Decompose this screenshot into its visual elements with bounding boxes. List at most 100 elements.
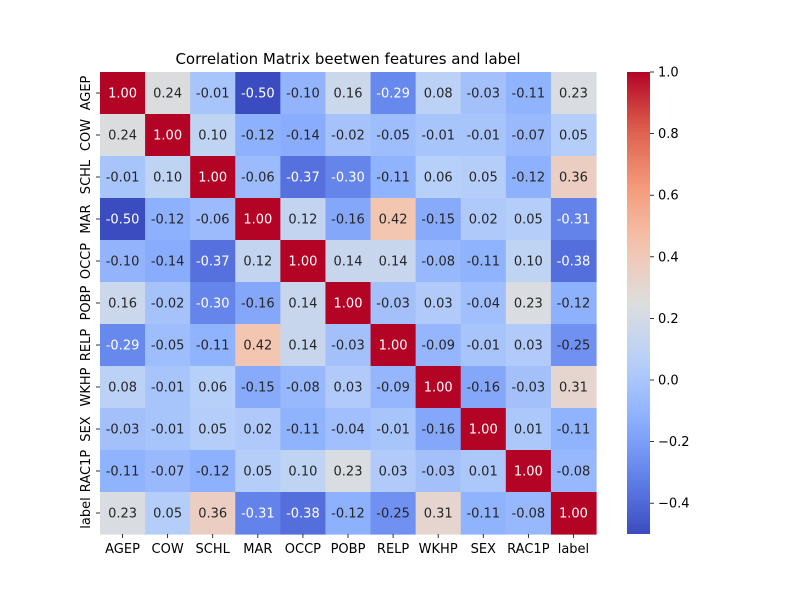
cell-value-label: 0.23 <box>108 507 137 522</box>
cell-value-label: -0.11 <box>286 423 320 438</box>
heatmap-cell <box>550 114 597 157</box>
heatmap-cell <box>190 324 236 367</box>
heatmap-cell <box>235 408 281 451</box>
heatmap-cell <box>550 324 597 367</box>
heatmap-cell <box>325 240 372 283</box>
cell-value-label: 1.00 <box>559 507 588 522</box>
chart-title: Correlation Matrix beetwen features and … <box>175 50 520 68</box>
heatmap-cell <box>370 324 417 367</box>
heatmap-cell <box>460 198 507 241</box>
heatmap-cell <box>235 72 281 115</box>
heatmap-cell <box>505 366 552 409</box>
x-tick-label: RELP <box>377 542 409 557</box>
cell-value-label: -0.25 <box>376 507 410 522</box>
heatmap-cell <box>280 408 327 451</box>
colorbar-tick-label: 0.2 <box>658 312 679 327</box>
heatmap-cell <box>100 156 146 199</box>
cell-value-label: -0.11 <box>196 339 230 354</box>
heatmap-cell <box>505 72 552 115</box>
heatmap-cell <box>190 72 236 115</box>
x-tick-label: COW <box>152 542 184 557</box>
heatmap-cell <box>370 366 417 409</box>
cell-value-label: -0.38 <box>557 255 591 270</box>
heatmap-cell <box>100 114 146 157</box>
heatmap-cell <box>190 240 236 283</box>
cell-value-label: 0.06 <box>198 381 227 396</box>
heatmap-cell <box>280 366 327 409</box>
heatmap-cell <box>100 282 146 325</box>
cell-value-label: -0.01 <box>466 339 500 354</box>
y-tick-label: RELP <box>79 329 94 361</box>
cell-value-label: -0.29 <box>376 87 410 102</box>
heatmap-cell <box>280 198 327 241</box>
cell-value-label: 1.00 <box>334 297 363 312</box>
y-axis-ticks: AGEP COW SCHL MAR OCCP POBP RELP WKHP SEX RAC1P la… <box>79 75 100 529</box>
heatmap-cell <box>550 156 597 199</box>
cell-value-label: 0.02 <box>243 423 272 438</box>
x-tick-label: AGEP <box>105 542 140 557</box>
cell-value-label: -0.16 <box>241 297 275 312</box>
heatmap-cell <box>460 156 507 199</box>
cell-value-label: 0.03 <box>334 381 363 396</box>
heatmap-cell <box>550 72 597 115</box>
heatmap-cell <box>370 492 417 535</box>
cell-value-label: -0.03 <box>376 297 410 312</box>
heatmap-cell <box>235 324 281 367</box>
cell-value-label: -0.31 <box>241 507 275 522</box>
cell-value-label: -0.01 <box>151 381 185 396</box>
cell-value-label: -0.30 <box>331 171 365 186</box>
cell-value-label: 0.01 <box>514 423 543 438</box>
cell-value-label: -0.03 <box>466 87 500 102</box>
heatmap-cell <box>100 492 146 535</box>
colorbar-gradient <box>627 72 650 534</box>
heatmap-cell <box>550 240 597 283</box>
cell-value-label: 0.02 <box>469 213 498 228</box>
cell-value-label: 0.03 <box>424 297 453 312</box>
cell-value-label: -0.07 <box>512 129 546 144</box>
heatmap-cell <box>415 450 462 493</box>
heatmap-cell <box>325 492 372 535</box>
x-tick-label: SEX <box>471 542 496 557</box>
cell-value-label: -0.05 <box>376 129 410 144</box>
heatmap-cell <box>145 282 191 325</box>
cell-value-label: -0.03 <box>106 423 140 438</box>
cell-value-label: 0.42 <box>243 339 272 354</box>
heatmap-cell <box>550 282 597 325</box>
cell-value-label: 0.05 <box>198 423 227 438</box>
cell-value-label: -0.11 <box>512 87 546 102</box>
cell-value-label: -0.07 <box>151 465 185 480</box>
heatmap-cell <box>235 492 281 535</box>
cell-value-label: -0.01 <box>106 171 140 186</box>
cell-value-label: -0.09 <box>376 381 410 396</box>
heatmap-cell <box>370 198 417 241</box>
cell-value-label: 0.05 <box>514 213 543 228</box>
cell-value-label: -0.16 <box>466 381 500 396</box>
heatmap-cell <box>550 198 597 241</box>
heatmap-cell <box>460 324 507 367</box>
cell-value-label: -0.08 <box>286 381 320 396</box>
cell-value-label: -0.09 <box>421 339 455 354</box>
cell-value-label: 0.08 <box>108 381 137 396</box>
cell-value-label: -0.12 <box>557 297 591 312</box>
cell-value-label: 0.14 <box>334 255 363 270</box>
cell-value-label: -0.50 <box>241 87 275 102</box>
heatmap-cell <box>325 198 372 241</box>
heatmap-cell <box>235 450 281 493</box>
colorbar: −0.4 −0.2 0.0 0.2 0.4 0.6 0.8 1.0 <box>627 66 690 534</box>
cell-value-label: 0.31 <box>559 381 588 396</box>
heatmap-cell <box>190 156 236 199</box>
heatmap-cell <box>145 72 191 115</box>
y-tick-label: label <box>79 497 94 528</box>
cell-value-label: -0.05 <box>151 339 185 354</box>
cell-value-label: -0.01 <box>421 129 455 144</box>
cell-value-label: -0.12 <box>331 507 365 522</box>
heatmap-cell <box>505 198 552 241</box>
heatmap-cell <box>370 156 417 199</box>
cell-value-label: -0.06 <box>196 213 230 228</box>
cell-value-label: -0.14 <box>151 255 185 270</box>
heatmap-cell <box>100 366 146 409</box>
cell-value-label: 0.08 <box>424 87 453 102</box>
cell-value-label: -0.12 <box>151 213 185 228</box>
heatmap-cell <box>100 240 146 283</box>
